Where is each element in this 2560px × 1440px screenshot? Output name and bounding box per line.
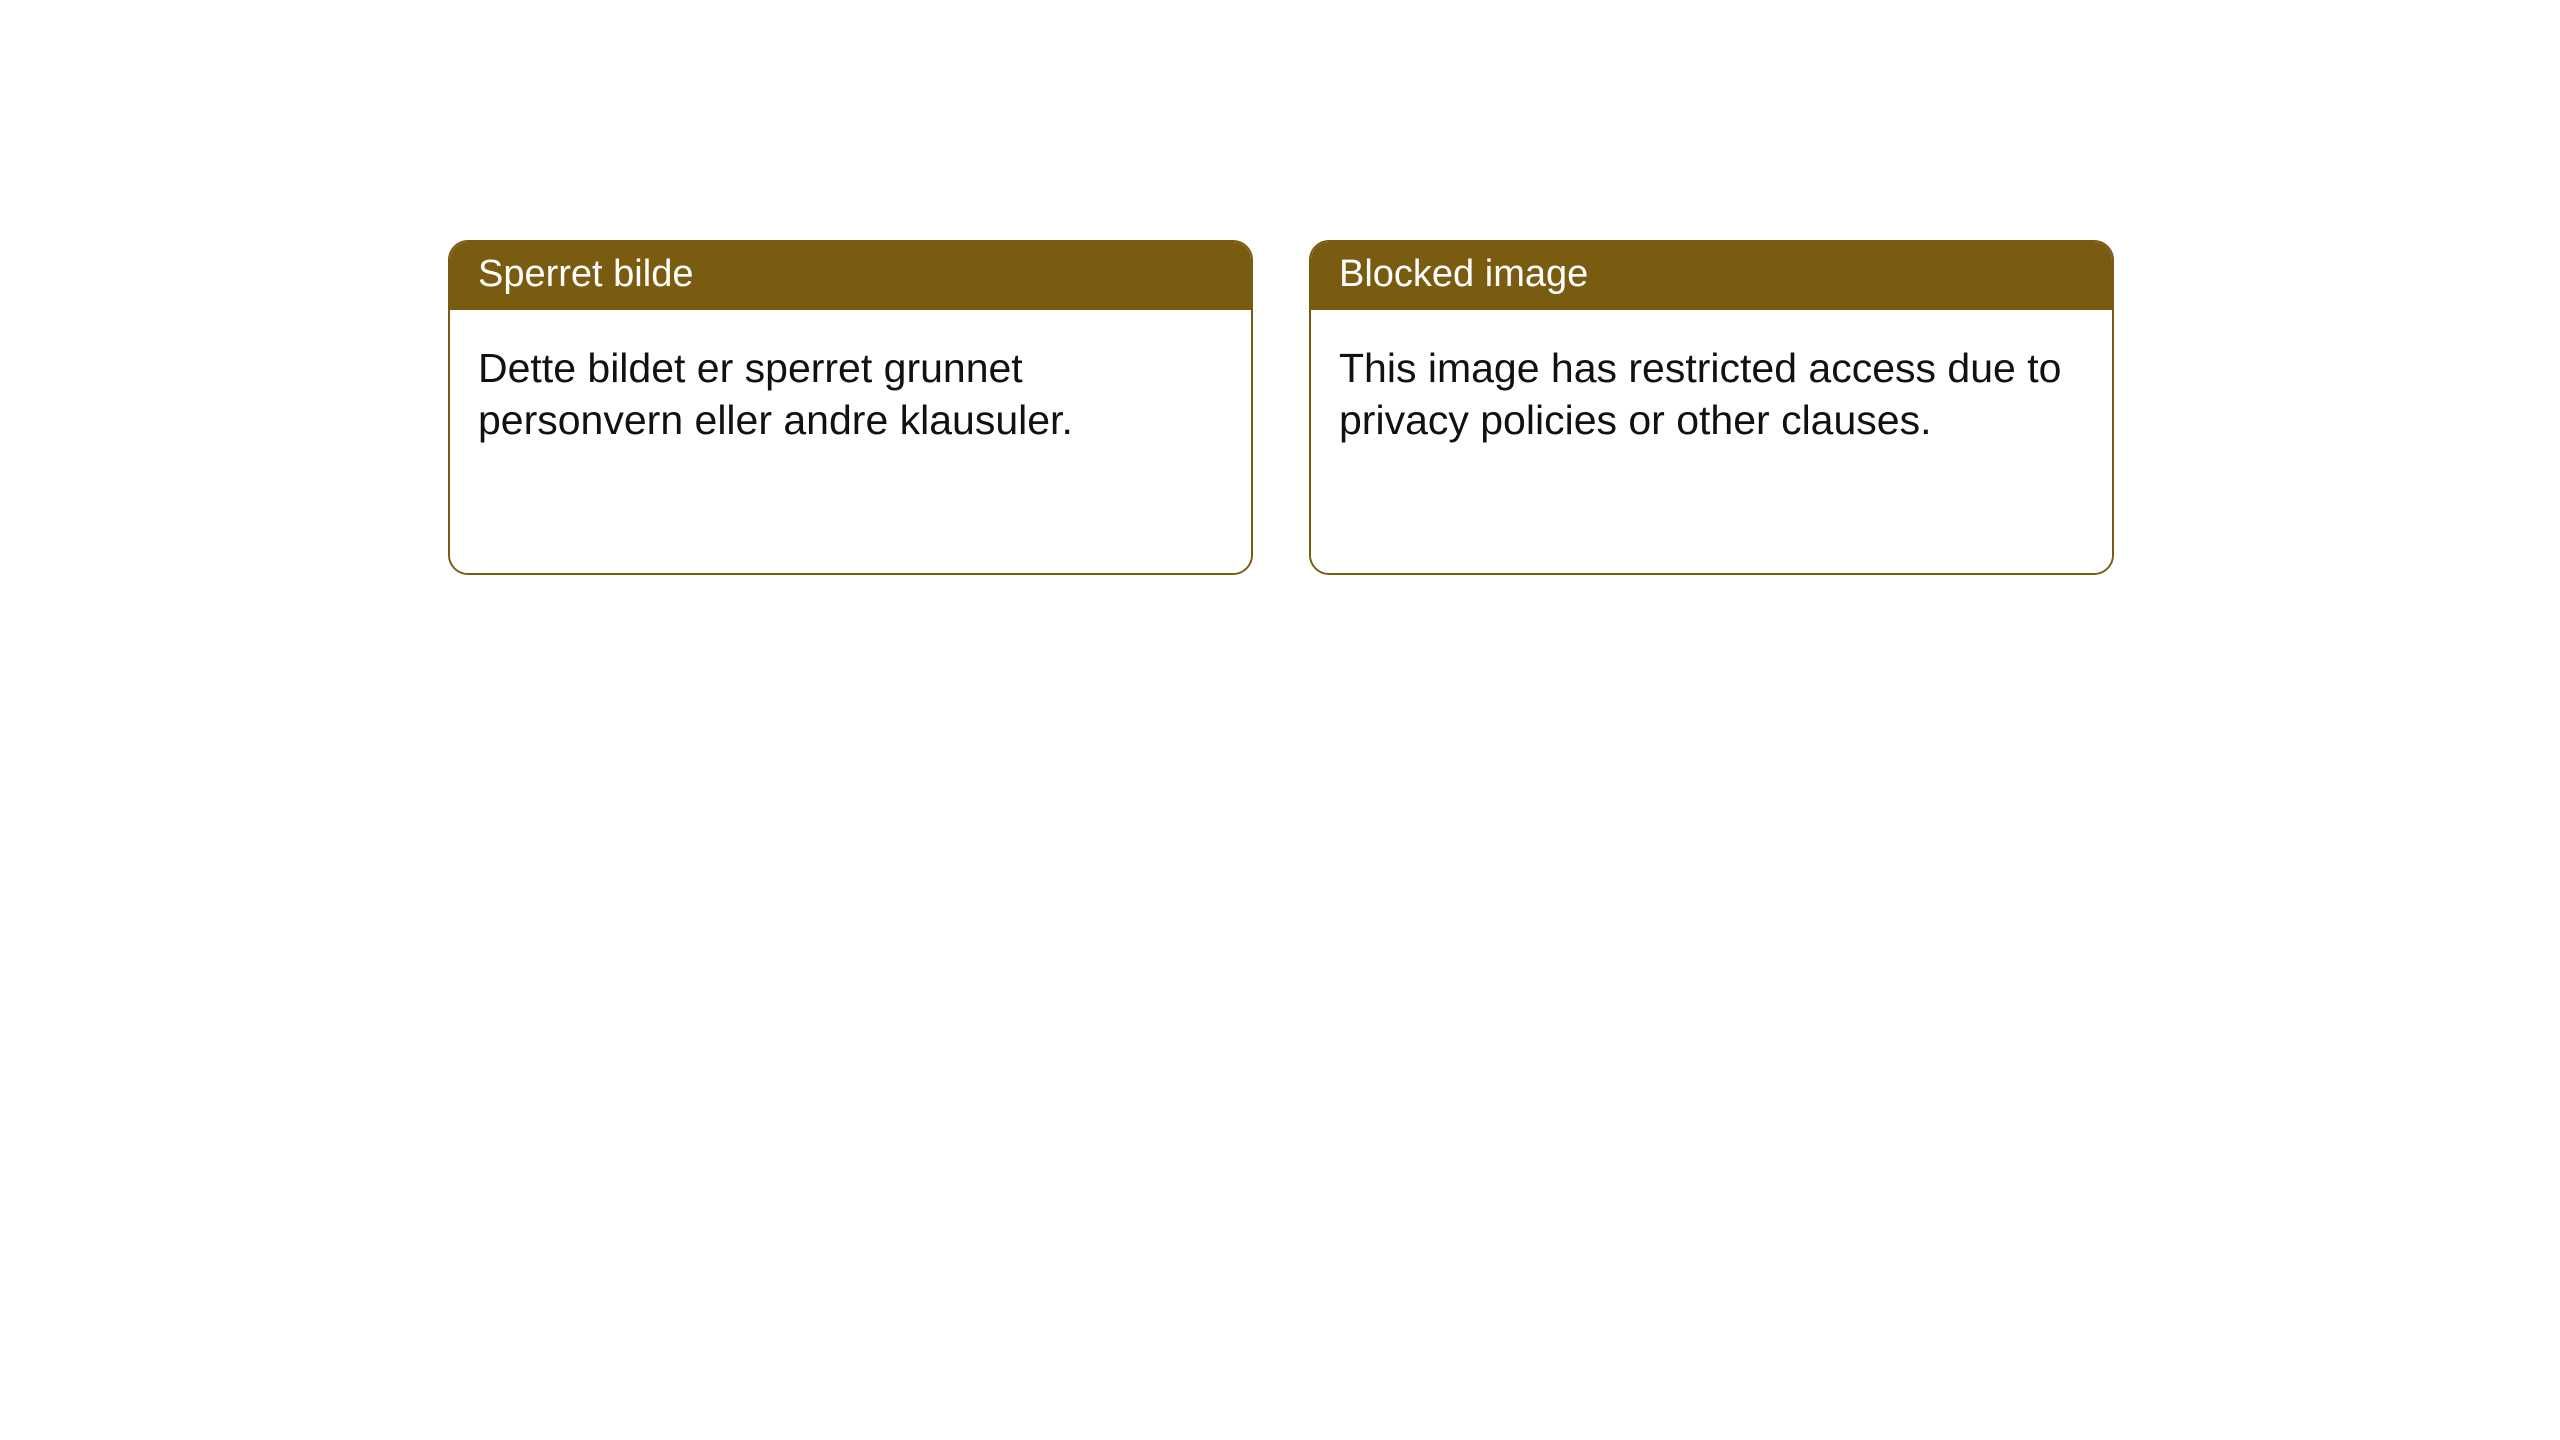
card-body-en: This image has restricted access due to … — [1311, 310, 2112, 573]
blocked-image-card-no: Sperret bilde Dette bildet er sperret gr… — [448, 240, 1253, 575]
notice-container: Sperret bilde Dette bildet er sperret gr… — [0, 0, 2560, 575]
blocked-image-card-en: Blocked image This image has restricted … — [1309, 240, 2114, 575]
card-body-no: Dette bildet er sperret grunnet personve… — [450, 310, 1251, 573]
card-header-en: Blocked image — [1311, 242, 2112, 310]
card-title-en: Blocked image — [1339, 253, 1588, 295]
card-body-text-en: This image has restricted access due to … — [1339, 345, 2061, 443]
card-header-no: Sperret bilde — [450, 242, 1251, 310]
card-body-text-no: Dette bildet er sperret grunnet personve… — [478, 345, 1073, 443]
card-title-no: Sperret bilde — [478, 253, 693, 295]
